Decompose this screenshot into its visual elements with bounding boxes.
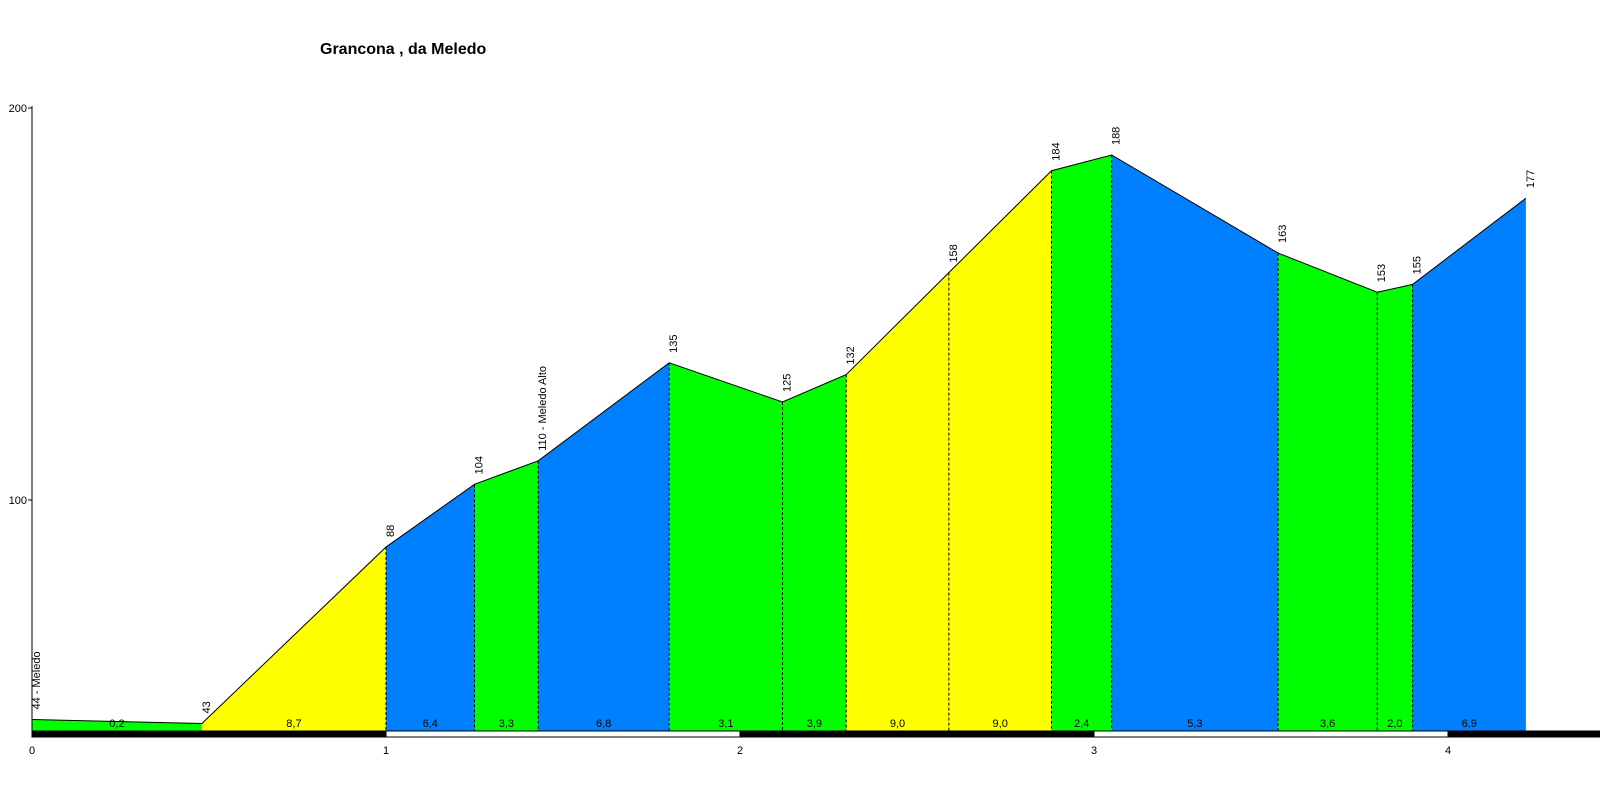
x-tick-label: 0 [29, 745, 35, 757]
profile-segments [32, 155, 1526, 732]
elevation-label: 188 [1111, 127, 1123, 145]
x-axis-bar-segment [31, 730, 387, 738]
elevation-labels: 44 - Meledo 43 88 104 110 - Meledo Alto 135 12… [31, 127, 1537, 714]
profile-segment [1111, 155, 1279, 732]
x-tick-label: 4 [1445, 745, 1451, 757]
gradient-label: 2,4 [1074, 718, 1089, 730]
profile-segment [948, 170, 1052, 732]
gradient-label: 0,2 [109, 718, 124, 730]
elevation-label: 132 [845, 346, 857, 364]
x-axis-bar-segment [1447, 730, 1600, 738]
elevation-label: 88 [385, 525, 397, 537]
gradient-label: 6,4 [423, 718, 438, 730]
x-axis-bar-segment [1093, 730, 1449, 738]
elevation-label: 163 [1277, 225, 1289, 243]
x-tick-label: 2 [737, 745, 743, 757]
x-axis-ticks: 0 1 2 3 4 [29, 745, 1451, 757]
profile-segment [1278, 253, 1378, 732]
gradient-label: 3,6 [1320, 718, 1335, 730]
gradient-label: 9,0 [993, 718, 1008, 730]
gradient-labels: 0,2 8,7 6,4 3,3 6,8 3,1 3,9 9,0 9,0 2,4 5,3 3,6 2,0 6… [109, 718, 1477, 730]
gradient-label: 9,0 [890, 718, 905, 730]
x-axis-bar [31, 730, 1600, 738]
elevation-label: 177 [1525, 170, 1537, 188]
elevation-label: 184 [1051, 142, 1063, 160]
x-axis-bar-segment [385, 730, 741, 738]
gradient-label: 2,0 [1387, 718, 1402, 730]
profile-segment [846, 272, 949, 731]
elevation-label: 104 [474, 456, 486, 474]
profile-segment [538, 362, 670, 731]
y-tick-label: 200 [9, 103, 27, 115]
elevation-label: 135 [668, 334, 680, 352]
elevation-label: 153 [1376, 264, 1388, 282]
profile-segment [201, 547, 386, 731]
gradient-label: 6,9 [1462, 718, 1477, 730]
profile-segment [32, 719, 202, 731]
gradient-label: 3,1 [718, 718, 733, 730]
elevation-label: 155 [1412, 256, 1424, 274]
elevation-label: 43 [201, 701, 213, 713]
gradient-label: 3,9 [807, 718, 822, 730]
profile-segment [1412, 198, 1526, 731]
gradient-label: 6,8 [596, 718, 611, 730]
profile-segment [782, 374, 847, 731]
gradient-label: 5,3 [1187, 718, 1202, 730]
y-tick-label: 100 [9, 495, 27, 507]
elevation-label: 44 - Meledo [31, 651, 43, 709]
y-axis-ticks: 100 200 [9, 103, 32, 507]
gradient-label: 3,3 [499, 718, 514, 730]
segment-dividers [385, 155, 1414, 731]
profile-segment [474, 460, 539, 731]
elevation-label: 110 - Meledo Alto [537, 366, 549, 451]
profile-segment [1051, 155, 1112, 732]
profile-segment [386, 484, 475, 731]
gradient-label: 8,7 [286, 718, 301, 730]
x-axis-bar-segment [739, 730, 1095, 738]
x-tick-label: 3 [1091, 745, 1097, 757]
elevation-label: 158 [948, 244, 960, 262]
chart-title: Grancona , da Meledo [320, 41, 486, 58]
elevation-label: 125 [781, 374, 793, 392]
x-tick-label: 1 [383, 745, 389, 757]
profile-segment [1377, 284, 1413, 731]
elevation-line [31, 154, 1527, 724]
profile-segment [669, 362, 783, 731]
